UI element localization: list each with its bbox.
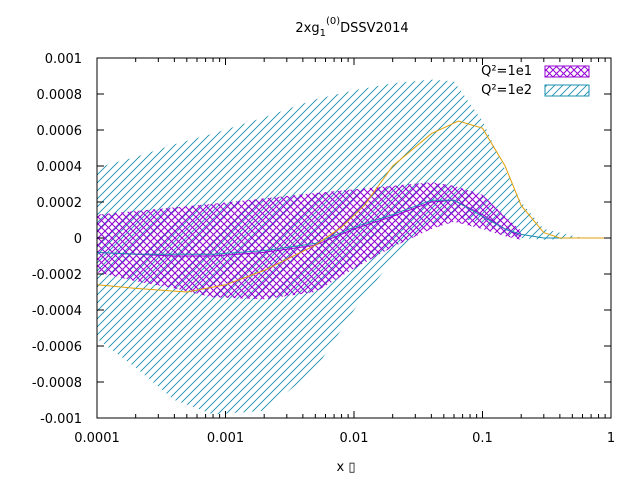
y-tick-label: 0 xyxy=(74,232,82,247)
band-series-0 xyxy=(97,182,522,300)
x-axis-label: x ▯ xyxy=(337,460,356,475)
legend-swatch-q2-1e2 xyxy=(544,84,590,97)
x-tick-label: 0.0001 xyxy=(74,431,120,446)
x-tick-label: 0.1 xyxy=(472,431,493,446)
line-series-0 xyxy=(97,199,522,257)
series-lines xyxy=(97,120,611,293)
y-tick-label: -0.0008 xyxy=(32,376,82,391)
chart-title: 2xg1(0)DSSV2014 xyxy=(295,16,408,39)
y-tick-label: -0.001 xyxy=(40,412,82,427)
y-tick-label: 0.0004 xyxy=(37,160,83,175)
legend-label-q2-1e1: Q²=1e1 xyxy=(481,64,532,79)
x-tick-label: 1 xyxy=(607,431,615,446)
y-tick-label: -0.0006 xyxy=(32,340,82,355)
legend-swatch-q2-1e1 xyxy=(544,65,590,78)
legend-label-q2-1e2: Q²=1e2 xyxy=(481,83,532,98)
y-tick-label: -0.0002 xyxy=(32,268,82,283)
chart-title-tail: DSSV2014 xyxy=(340,21,409,36)
y-tick-label: 0.0006 xyxy=(37,124,83,139)
legend: Q²=1e1 Q²=1e2 xyxy=(481,64,590,98)
x-tick-label: 0.01 xyxy=(340,431,369,446)
line-series-1 xyxy=(97,199,583,255)
chart-title-main: 2xg xyxy=(295,21,319,36)
line-series-2 xyxy=(97,120,611,293)
y-tick-label: 0.001 xyxy=(45,52,82,67)
y-tick-label: 0.0008 xyxy=(37,88,83,103)
chart-title-superscript: (0) xyxy=(326,16,340,27)
chart-title-subscript: 1 xyxy=(320,28,326,39)
x-tick-label: 0.001 xyxy=(207,431,244,446)
error-bands xyxy=(97,79,583,415)
axis-ticks: 0.0001 0.001 0.01 0.1 1 0.001 0.0008 0.0006 0.00… xyxy=(32,52,615,446)
y-tick-label: -0.0004 xyxy=(32,304,82,319)
y-tick-label: 0.0002 xyxy=(37,196,83,211)
